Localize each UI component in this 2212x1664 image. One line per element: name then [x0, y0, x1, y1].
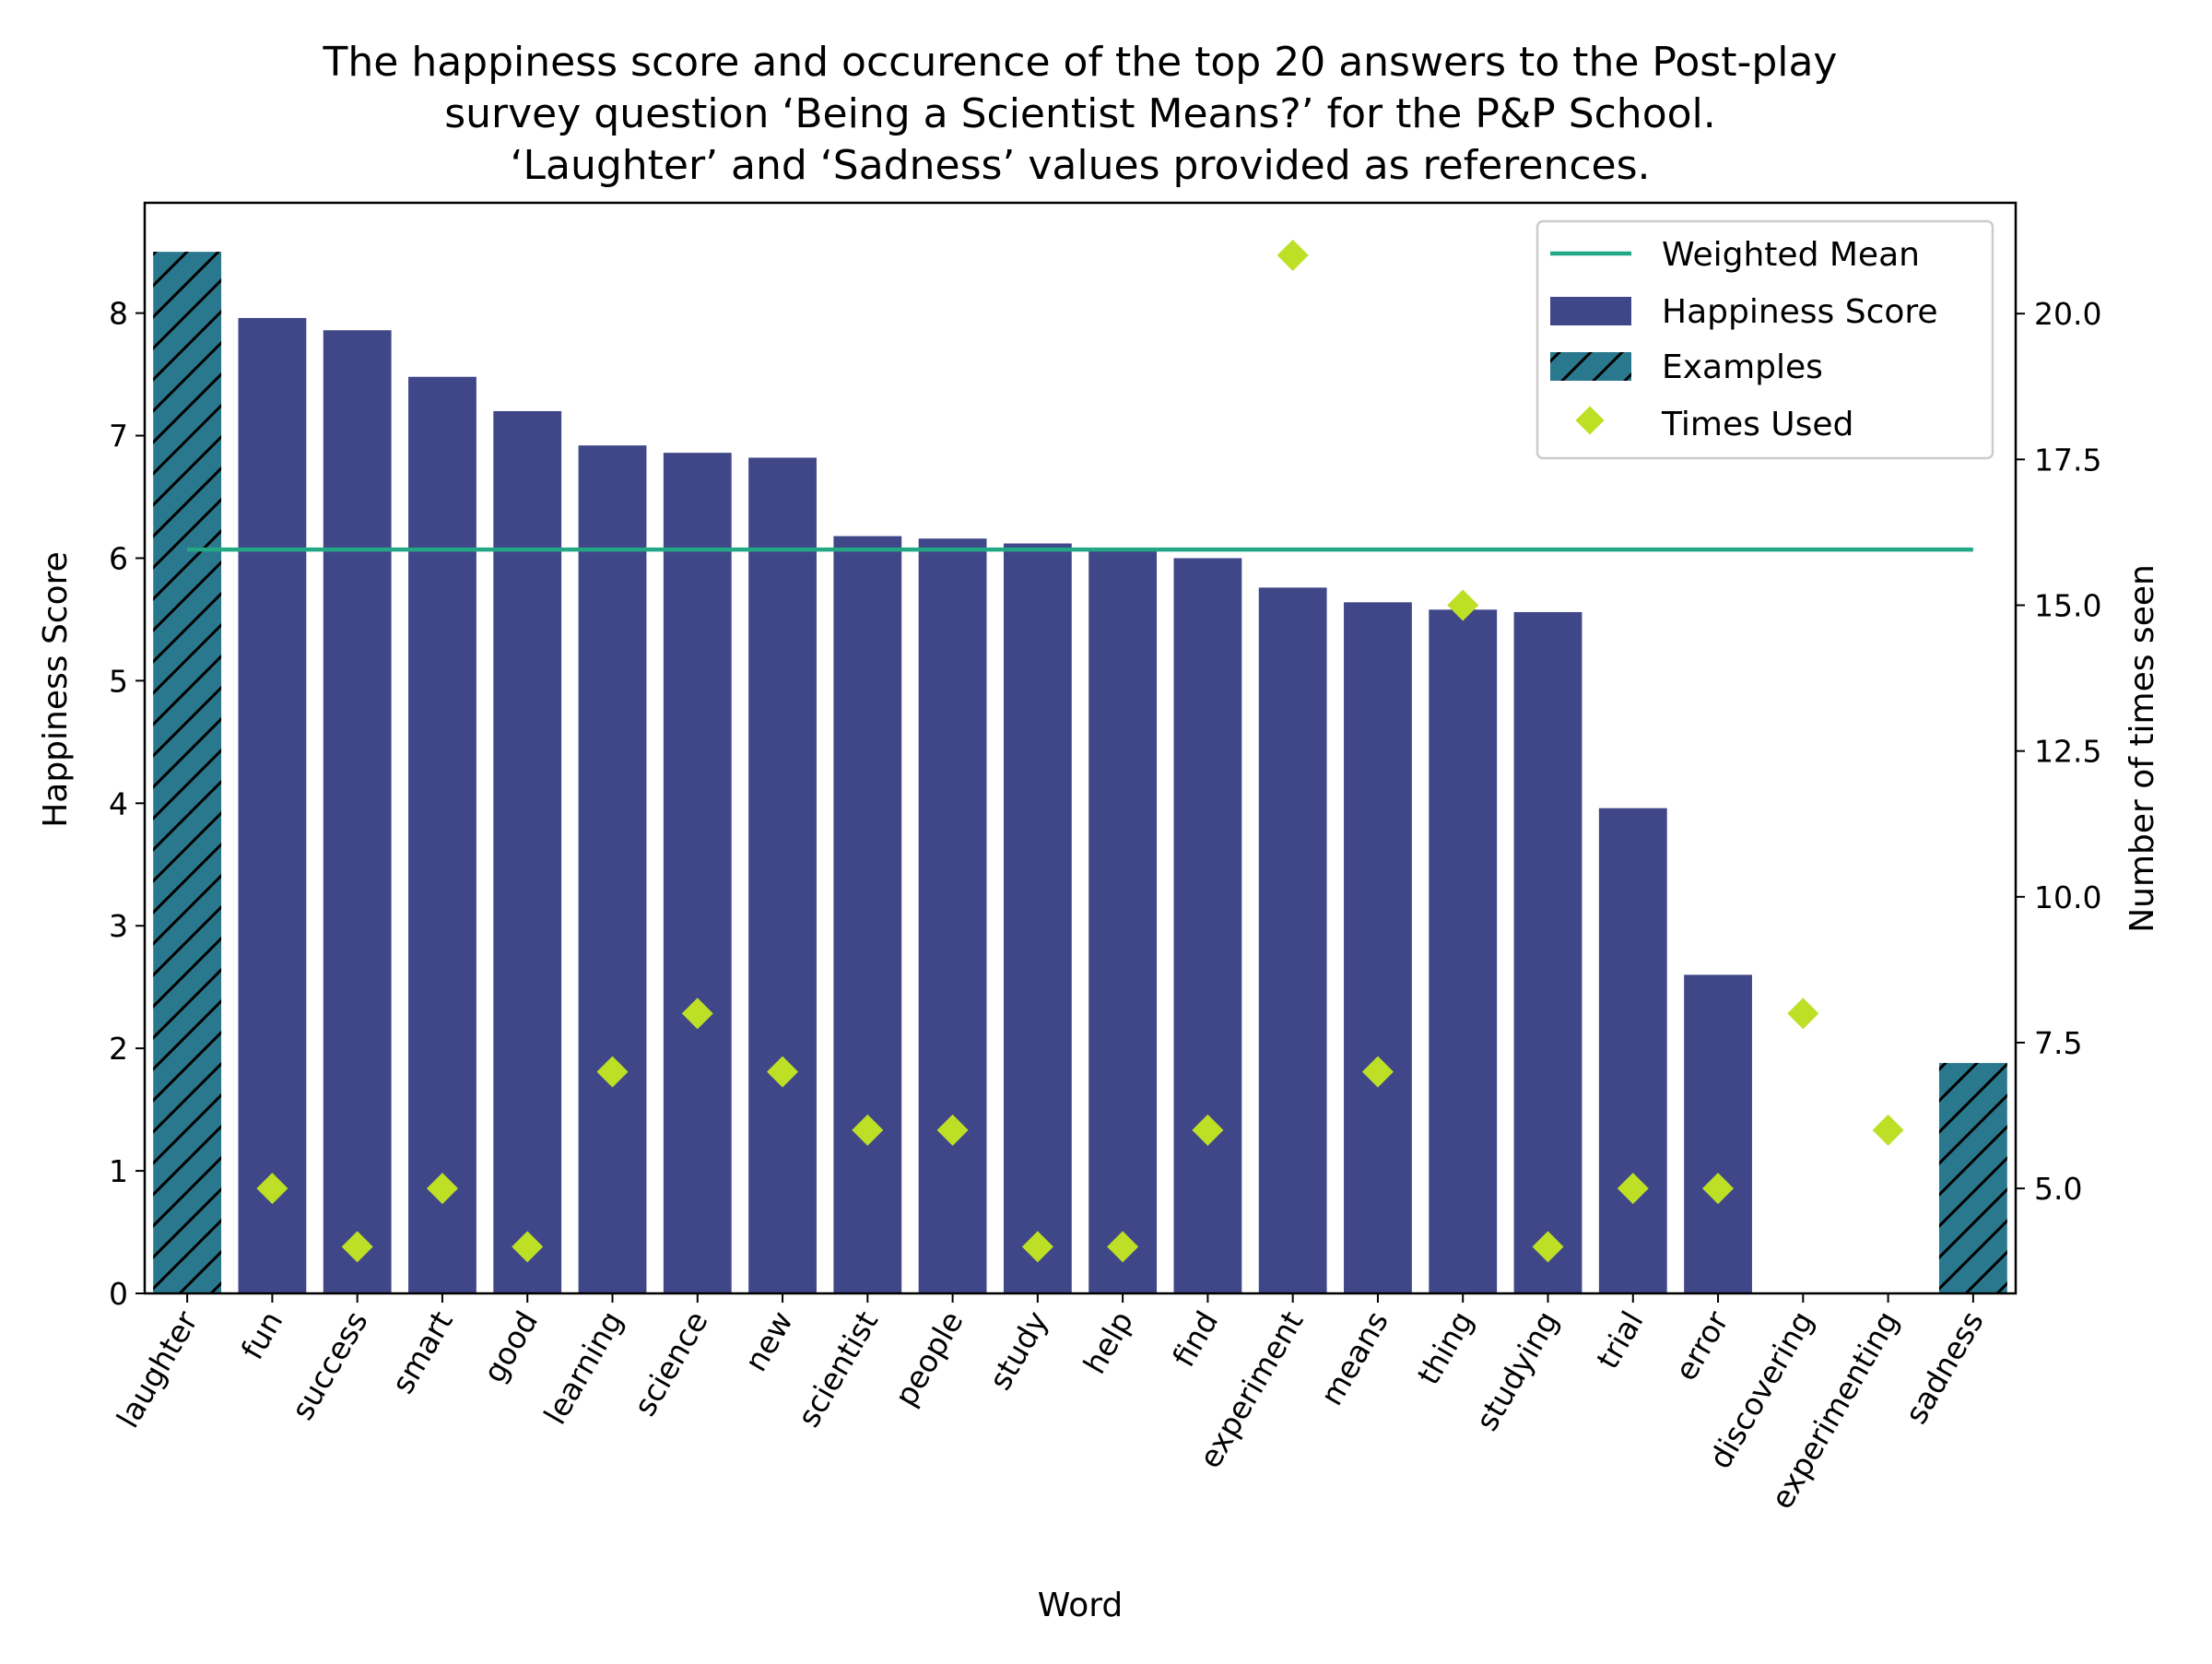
y-tick-label-left: 5: [109, 663, 128, 699]
times-used-marker-studying: [1532, 1231, 1564, 1263]
times-used-marker-experimenting: [1872, 1114, 1904, 1146]
x-tick-label-trial: trial: [1589, 1305, 1650, 1375]
y-tick-label-left: 4: [109, 785, 128, 821]
title-line-2: survey question ‘Being a Scientist Means…: [444, 90, 1716, 137]
bar-people: [918, 538, 987, 1293]
bar-good: [493, 410, 562, 1293]
bar-studying: [1513, 611, 1583, 1293]
x-axis-label: Word: [1038, 1587, 1124, 1624]
legend-happiness-label: Happiness Score: [1662, 293, 1938, 331]
example-bar-hatch-laughter: [153, 252, 222, 1293]
y-axis-label-left: Happiness Score: [37, 551, 75, 828]
times-used-marker-help: [1107, 1231, 1139, 1263]
times-used-marker-learning: [596, 1056, 629, 1088]
legend-frame: [1535, 219, 1994, 460]
x-tick-label-scientist: scientist: [790, 1304, 885, 1433]
legend-times-used-swatch: [1575, 406, 1605, 435]
title-line-3: ‘Laughter’ and ‘Sadness’ values provided…: [510, 142, 1650, 189]
bar-science: [663, 453, 732, 1293]
y-tick-label-left: 7: [109, 419, 128, 454]
legend: Weighted Mean Happiness Score Examples T…: [1535, 219, 1994, 460]
x-tick-label-smart: smart: [384, 1304, 460, 1399]
legend-examples-label: Examples: [1662, 348, 1823, 386]
bar-study: [1003, 543, 1072, 1293]
times-used-marker-science: [681, 997, 713, 1030]
y-tick-label-left: 3: [109, 908, 128, 944]
bar-scientist: [833, 536, 902, 1293]
times-used-marker-scientist: [852, 1114, 884, 1146]
y-tick-label-left: 1: [109, 1153, 128, 1189]
times-used-marker-good: [512, 1231, 544, 1263]
x-tick-label-new: new: [737, 1305, 800, 1378]
y-tick-label-right: 15.0: [2034, 588, 2101, 624]
y-tick-label-right: 5.0: [2034, 1171, 2082, 1207]
x-tick-label-help: help: [1077, 1305, 1140, 1380]
times-used-layer: [256, 239, 1904, 1263]
y-tick-label-left: 8: [109, 296, 128, 332]
x-tick-label-learning: learning: [536, 1305, 629, 1431]
legend-examples-hatch: [1550, 352, 1631, 381]
times-used-marker-error: [1702, 1173, 1735, 1205]
times-used-marker-study: [1021, 1231, 1053, 1263]
bar-success: [323, 330, 392, 1294]
bar-thing: [1429, 609, 1498, 1293]
y-tick-label-right: 7.5: [2034, 1025, 2082, 1061]
x-tick-label-studying: studying: [1468, 1305, 1565, 1437]
times-used-marker-people: [936, 1114, 969, 1146]
y-tick-label-right: 10.0: [2034, 879, 2101, 915]
bar-fun: [238, 317, 307, 1294]
bars-layer: [153, 252, 2007, 1294]
plot-frame: [143, 201, 2018, 1295]
bar-means: [1344, 602, 1412, 1293]
bar-error: [1684, 974, 1752, 1293]
bar-find: [1173, 558, 1242, 1293]
x-tick-label-laughter: laughter: [110, 1304, 205, 1434]
times-used-marker-experiment: [1277, 239, 1309, 271]
bar-learning: [578, 445, 647, 1293]
y-tick-label-left: 6: [109, 540, 128, 576]
title-line-1: The happiness score and occurence of the…: [323, 39, 1838, 86]
x-tick-label-people: people: [888, 1305, 971, 1412]
bar-trial: [1598, 808, 1667, 1293]
legend-times-used-label: Times Used: [1661, 406, 1853, 443]
y-tick-label-right: 20.0: [2034, 296, 2101, 332]
bar-experiment: [1258, 587, 1327, 1293]
times-used-marker-means: [1361, 1056, 1394, 1088]
times-used-marker-fun: [256, 1173, 288, 1205]
bar-new: [748, 457, 817, 1293]
y-axis-label-right: Number of times seen: [2124, 564, 2161, 933]
times-used-marker-thing: [1447, 589, 1479, 621]
x-tick-label-success: success: [284, 1305, 374, 1426]
chart-title: The happiness score and occurence of the…: [323, 39, 1838, 189]
y-tick-label-left: 0: [109, 1276, 128, 1312]
y-tick-label-right: 12.5: [2034, 734, 2101, 770]
times-used-marker-discovering: [1787, 997, 1819, 1030]
y-tick-label-left: 2: [109, 1031, 128, 1067]
legend-weighted-mean-label: Weighted Mean: [1662, 236, 1920, 274]
times-used-marker-find: [1192, 1114, 1224, 1146]
legend-happiness-swatch: [1550, 297, 1631, 325]
x-tick-label-science: science: [627, 1305, 715, 1422]
times-used-marker-new: [767, 1056, 799, 1088]
x-tick-label-good: good: [476, 1305, 545, 1389]
bar-help: [1088, 550, 1158, 1293]
example-bar-hatch-sadness: [1938, 1063, 2007, 1293]
times-used-marker-success: [341, 1231, 373, 1263]
x-tick-label-sadness: sadness: [1898, 1305, 1991, 1431]
x-tick-label-study: study: [982, 1305, 1055, 1397]
x-tick-label-thing: thing: [1410, 1305, 1480, 1391]
times-used-marker-trial: [1617, 1173, 1649, 1205]
y-tick-label-right: 17.5: [2034, 442, 2101, 478]
x-tick-label-means: means: [1313, 1305, 1395, 1411]
x-tick-label-fun: fun: [234, 1305, 290, 1366]
bar-smart: [408, 376, 477, 1294]
x-tick-label-error: error: [1667, 1304, 1735, 1387]
times-used-marker-smart: [426, 1173, 458, 1205]
x-tick-label-find: find: [1165, 1305, 1225, 1374]
